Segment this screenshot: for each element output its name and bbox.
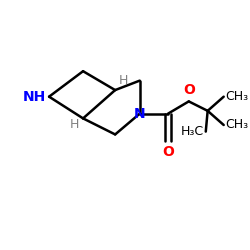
Text: O: O	[183, 83, 195, 97]
Text: H: H	[119, 74, 128, 87]
Text: N: N	[134, 107, 145, 121]
Text: O: O	[162, 145, 174, 159]
Text: NH: NH	[23, 90, 46, 104]
Text: CH₃: CH₃	[226, 118, 249, 132]
Text: H: H	[70, 118, 79, 130]
Text: CH₃: CH₃	[226, 90, 249, 103]
Text: H₃C: H₃C	[181, 125, 204, 138]
